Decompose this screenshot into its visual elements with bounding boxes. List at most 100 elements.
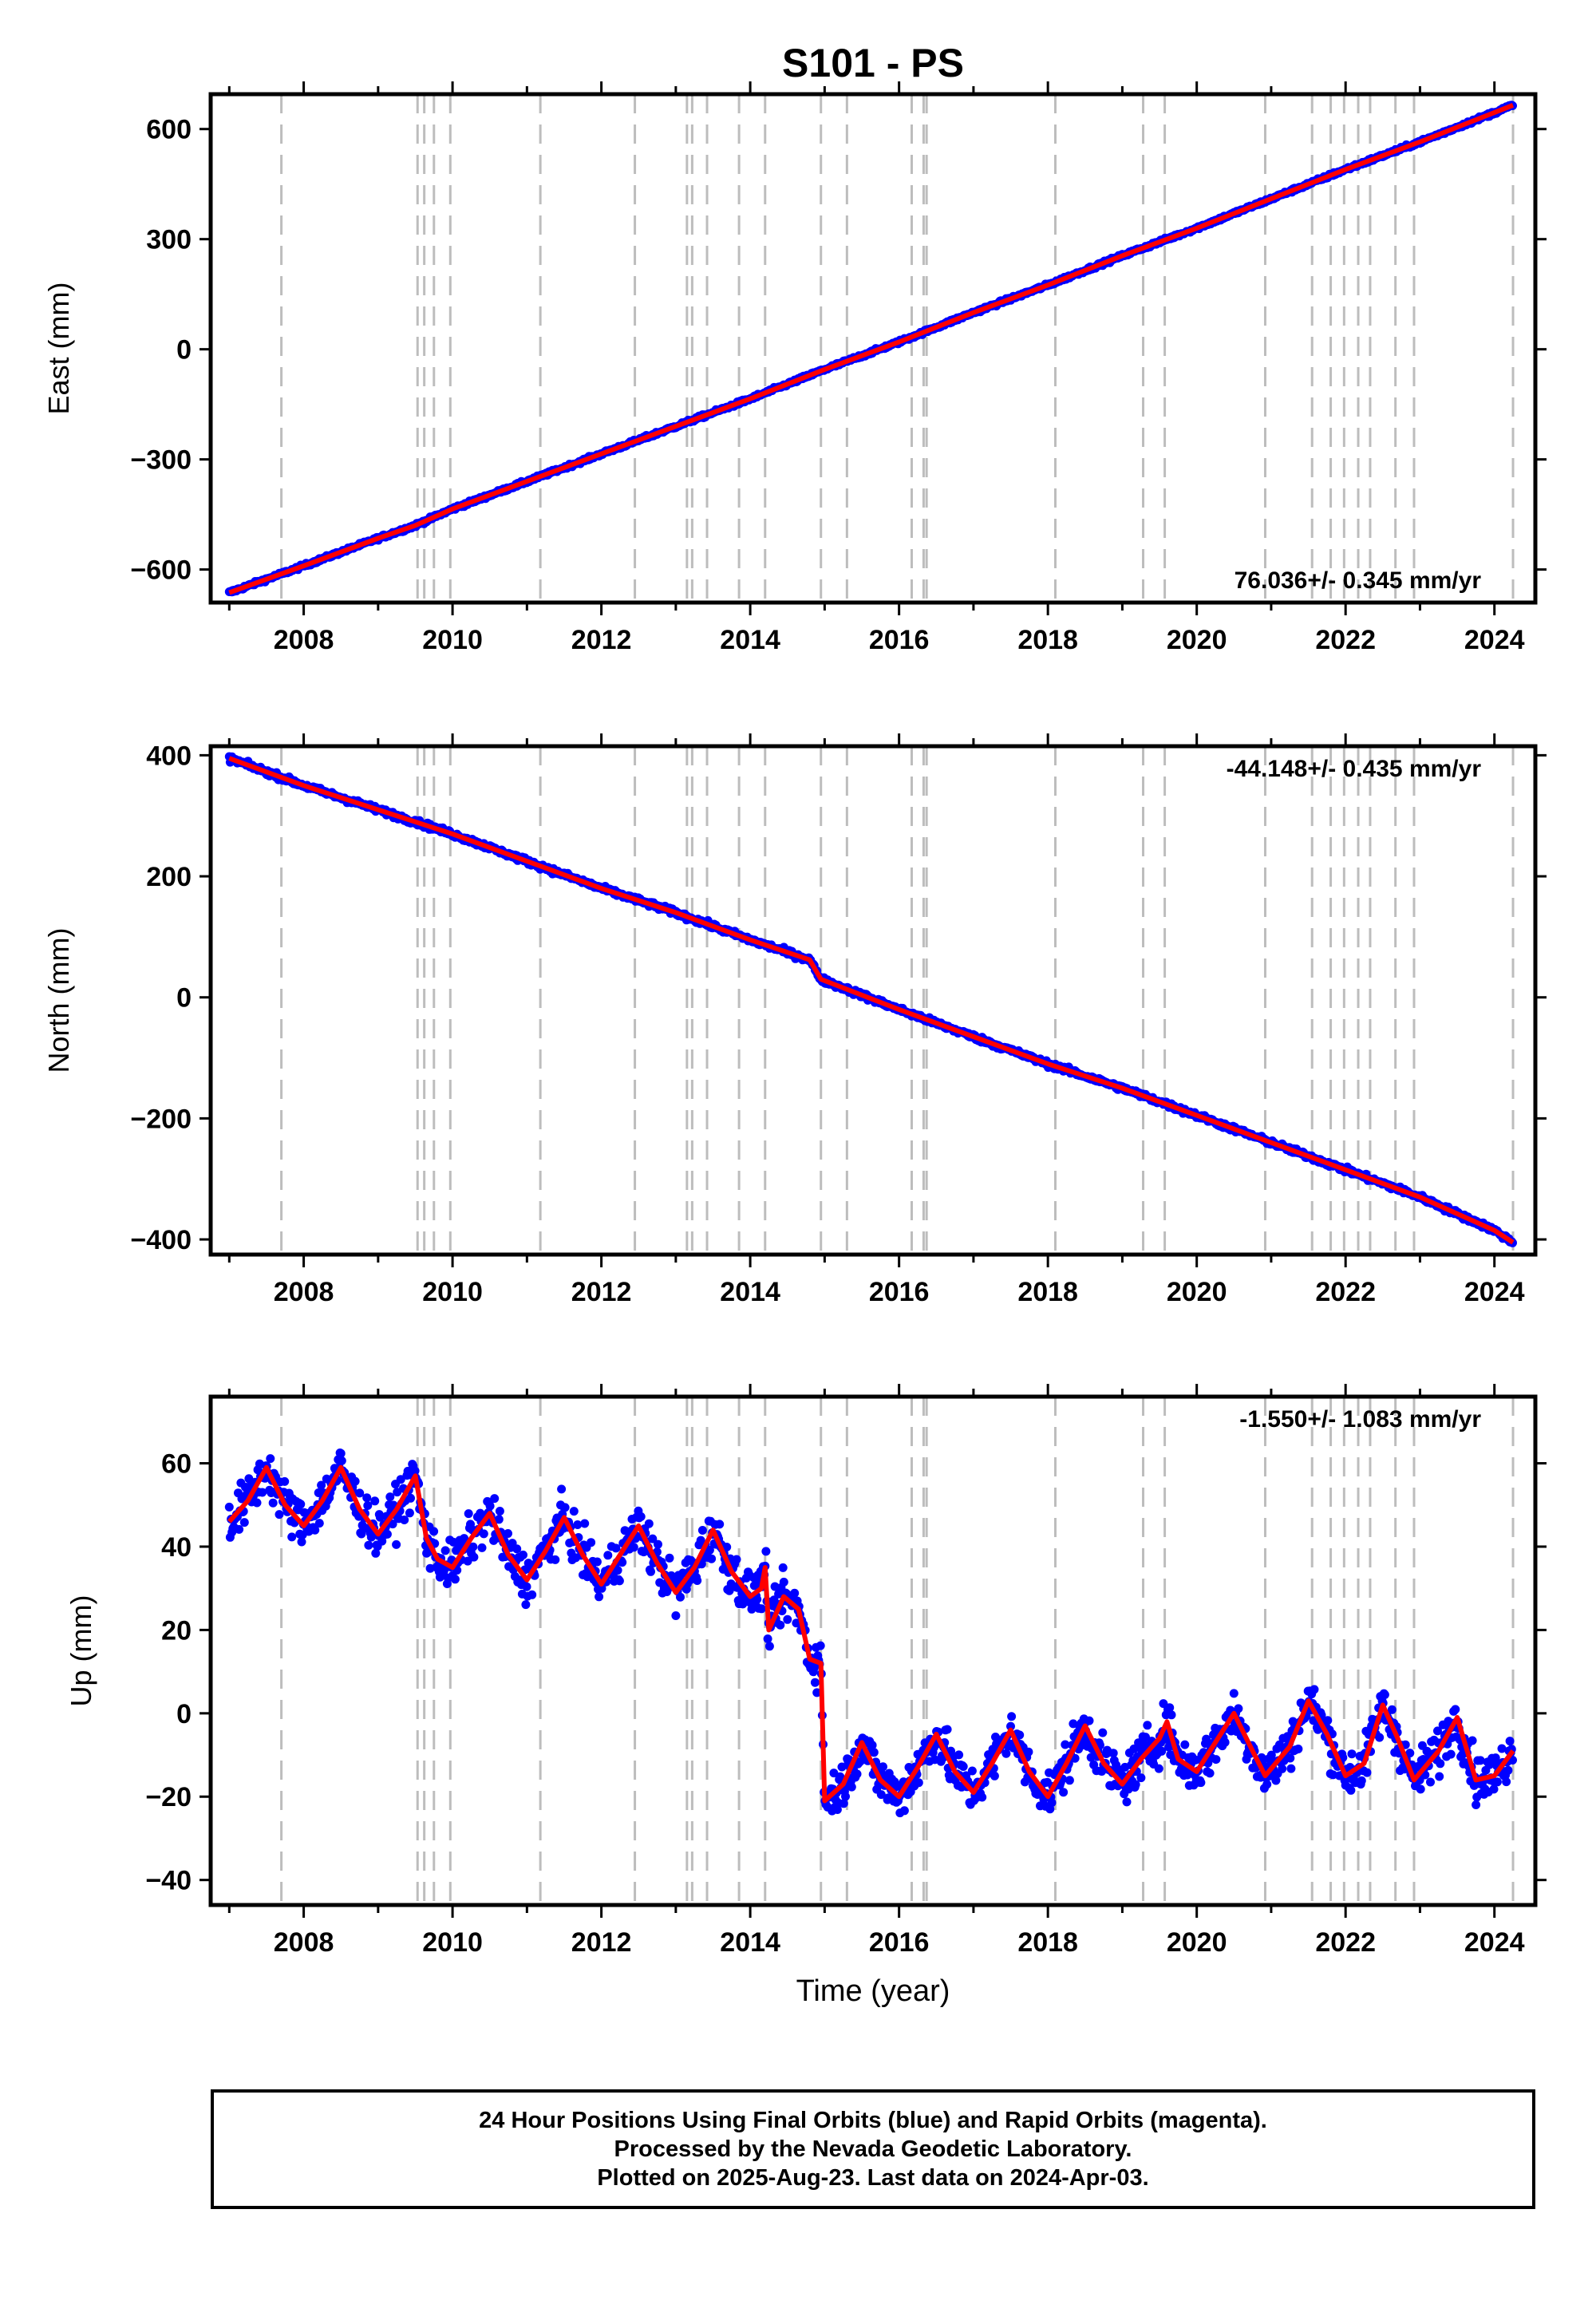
- data-point-up: [366, 1532, 376, 1542]
- y-tick-label-east-4: 600: [146, 115, 192, 145]
- model-line-up: [227, 1464, 1515, 1804]
- data-point-up: [429, 1527, 439, 1536]
- data-point-up: [1007, 1712, 1017, 1721]
- data-point-up: [1211, 1755, 1221, 1765]
- data-point-up: [761, 1547, 771, 1556]
- data-point-up: [693, 1576, 702, 1585]
- data-point-up: [1503, 1765, 1513, 1775]
- data-point-up: [1084, 1716, 1094, 1725]
- data-point-up: [837, 1762, 847, 1772]
- data-point-up: [410, 1466, 420, 1476]
- model-line-north: [228, 756, 1515, 1245]
- data-point-up: [573, 1520, 583, 1529]
- data-point-up: [477, 1543, 487, 1552]
- x-tick-label-north-5: 2018: [1017, 1277, 1078, 1307]
- data-point-up: [468, 1542, 478, 1551]
- data-point-up: [569, 1507, 579, 1516]
- data-point-up: [1059, 1788, 1069, 1797]
- data-point-up: [296, 1500, 306, 1509]
- y-tick-label-north-4: 400: [146, 741, 192, 771]
- data-point-up: [258, 1488, 267, 1497]
- data-point-up: [1205, 1769, 1215, 1778]
- x-tick-label-north-2: 2012: [571, 1277, 632, 1307]
- data-point-up: [350, 1476, 360, 1486]
- data-point-up: [1489, 1784, 1499, 1794]
- data-point-up: [1157, 1746, 1167, 1756]
- data-point-up: [990, 1771, 999, 1780]
- y-tick-label-up-2: 0: [176, 1699, 192, 1729]
- data-point-up: [495, 1507, 504, 1516]
- footer-line-orbits: 24 Hour Positions Using Final Orbits (bl…: [479, 2108, 1267, 2133]
- y-tick-label-east-1: −300: [130, 445, 192, 476]
- data-point-up: [1131, 1780, 1140, 1789]
- data-point-up: [879, 1762, 887, 1772]
- footer-line-processor: Processed by the Nevada Geodetic Laborat…: [614, 2136, 1132, 2162]
- data-point-up: [370, 1496, 380, 1506]
- data-point-up: [978, 1792, 987, 1802]
- data-point-up: [816, 1641, 825, 1650]
- data-point-up: [832, 1805, 842, 1814]
- data-point-up: [1015, 1730, 1025, 1740]
- x-tick-label-north-6: 2020: [1167, 1277, 1227, 1307]
- data-point-up: [722, 1543, 732, 1551]
- data-point-up: [1436, 1759, 1445, 1769]
- data-point-up: [603, 1551, 613, 1560]
- data-point-up: [636, 1512, 646, 1521]
- data-point-up: [676, 1592, 685, 1602]
- x-tick-label-up-8: 2024: [1464, 1927, 1525, 1958]
- data-point-up: [1375, 1733, 1385, 1742]
- x-tick-label-east-6: 2020: [1167, 625, 1227, 655]
- x-tick-label-east-0: 2008: [274, 625, 334, 655]
- data-point-up: [464, 1509, 473, 1519]
- data-point-up: [1286, 1764, 1296, 1773]
- data-point-up: [1271, 1776, 1281, 1785]
- data-point-up: [551, 1555, 560, 1564]
- data-point-up: [479, 1529, 488, 1539]
- x-tick-label-up-1: 2010: [422, 1927, 483, 1958]
- data-point-up: [317, 1480, 326, 1490]
- data-point-up: [388, 1520, 397, 1529]
- data-point-up: [275, 1510, 284, 1520]
- data-point-up: [587, 1538, 596, 1547]
- data-point-up: [757, 1604, 766, 1614]
- x-tick-label-north-0: 2008: [274, 1277, 334, 1307]
- data-point-up: [252, 1498, 262, 1508]
- y-axis-label-up: Up (mm): [65, 1595, 97, 1707]
- data-point-up: [297, 1537, 306, 1547]
- data-point-up: [1047, 1798, 1057, 1808]
- data-point-up: [1070, 1753, 1080, 1763]
- data-point-up: [1229, 1689, 1238, 1698]
- x-tick-label-east-5: 2018: [1017, 625, 1078, 655]
- data-point-up: [841, 1792, 850, 1801]
- data-point-up: [1380, 1690, 1389, 1699]
- data-point-up: [763, 1634, 772, 1643]
- x-tick-label-east-1: 2010: [422, 625, 483, 655]
- x-tick-label-north-1: 2010: [422, 1277, 483, 1307]
- x-tick-label-up-0: 2008: [274, 1927, 334, 1958]
- x-tick-label-north-3: 2014: [720, 1277, 780, 1307]
- panel-frame-north: [208, 744, 1538, 1257]
- data-point-up: [1405, 1749, 1415, 1758]
- data-point-up: [504, 1529, 512, 1538]
- data-point-up: [812, 1688, 822, 1697]
- data-point-up: [715, 1520, 725, 1529]
- data-point-up: [867, 1741, 877, 1750]
- data-point-up: [1357, 1776, 1366, 1785]
- rate-label-north: -44.148+/- 0.435 mm/yr: [1227, 756, 1482, 782]
- data-point-up: [618, 1558, 627, 1567]
- data-point-up: [1108, 1749, 1118, 1758]
- x-tick-label-north-4: 2016: [869, 1277, 930, 1307]
- data-point-up: [1426, 1777, 1435, 1787]
- data-point-up: [790, 1588, 800, 1598]
- panel-frame-up: [208, 1394, 1538, 1907]
- data-point-up: [707, 1554, 717, 1563]
- data-point-up: [611, 1543, 621, 1553]
- data-point-up: [1262, 1780, 1272, 1789]
- data-point-up: [764, 1642, 774, 1651]
- data-point-up: [614, 1576, 624, 1586]
- data-point-up: [665, 1553, 674, 1563]
- footer-line-dates: Plotted on 2025-Aug-23. Last data on 202…: [597, 2165, 1149, 2191]
- data-point-up: [1286, 1753, 1295, 1763]
